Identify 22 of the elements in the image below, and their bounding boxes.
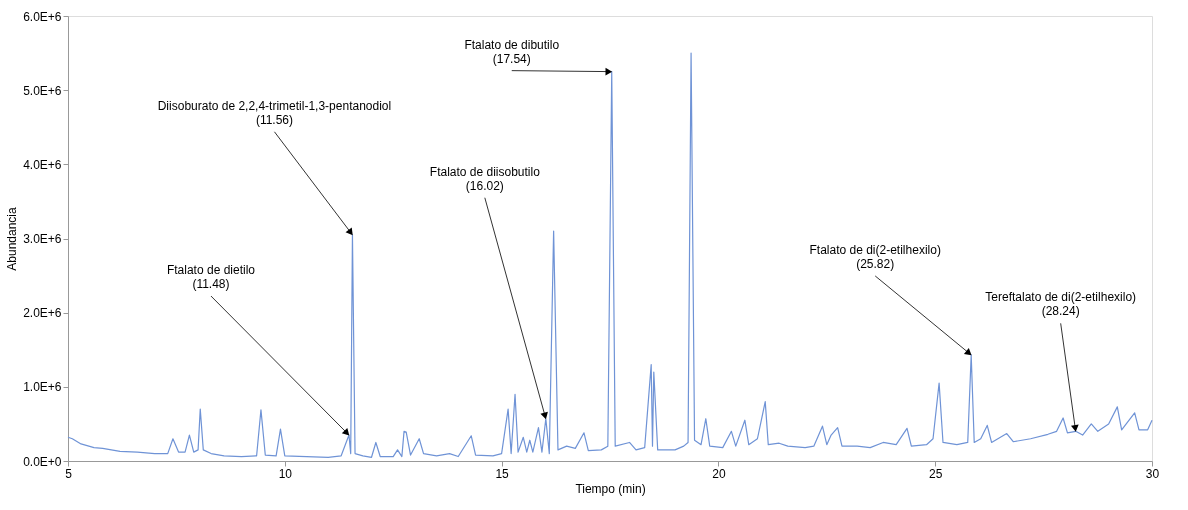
annotation: Diisoburato de 2,2,4-trimetil-1,3-pentanodiol (11.56) [157,98,392,127]
y-tick-label: 5.0E+6 [23,83,62,98]
annotation: Ftalato de di(2-etilhexilo) (25.82) [809,242,941,271]
x-tick-label: 20 [712,466,726,481]
x-tick-label: 5 [65,466,73,481]
y-tick-label: 4.0E+6 [23,157,62,172]
annotation: Ftalato de diisobutilo (16.02) [429,164,541,193]
y-axis-title: Abundancia [5,206,20,271]
line-series [67,52,1153,458]
x-tick-label: 25 [929,466,943,481]
y-tick-label: 1.0E+6 [23,380,62,395]
y-tick-label: 6.0E+6 [23,9,62,24]
x-tick-label: 10 [278,466,293,481]
y-tick-label: 0.0E+0 [23,454,62,469]
y-tick-label: 2.0E+6 [23,306,62,321]
x-tick-label: 30 [1145,466,1160,481]
annotation: Ftalato de dibutilo (17.54) [464,37,560,66]
x-tick-label: 15 [495,466,510,481]
annotation: Tereftalato de di(2-etilhexilo) (28.24) [985,290,1137,319]
y-tick-label: 3.0E+6 [23,232,62,246]
annotation: Ftalato de dietilo (11.48) [166,263,256,292]
x-axis-title: Tiempo (min) [575,481,646,496]
